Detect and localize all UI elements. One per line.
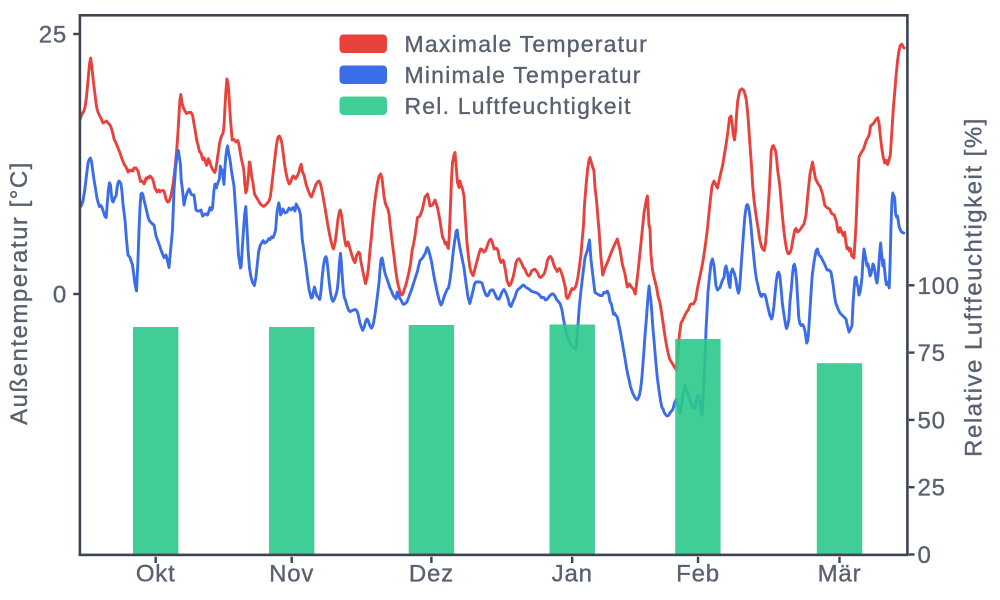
svg-text:50: 50 (918, 407, 946, 434)
svg-text:0: 0 (918, 542, 932, 569)
svg-text:Mär: Mär (818, 561, 862, 588)
svg-text:75: 75 (918, 340, 946, 367)
svg-text:Relative Luftfeuchtigkeit [%]: Relative Luftfeuchtigkeit [%] (961, 117, 988, 457)
svg-text:100: 100 (918, 273, 960, 300)
svg-text:Außentemperatur [°C]: Außentemperatur [°C] (6, 161, 33, 425)
svg-text:Nov: Nov (269, 561, 314, 588)
svg-text:0: 0 (53, 282, 67, 309)
svg-text:25: 25 (918, 475, 946, 502)
svg-text:25: 25 (39, 22, 67, 49)
svg-text:Rel. Luftfeuchtigkeit: Rel. Luftfeuchtigkeit (405, 93, 632, 119)
svg-text:Okt: Okt (136, 561, 176, 588)
svg-text:Dez: Dez (409, 561, 454, 588)
svg-text:Feb: Feb (676, 561, 720, 588)
svg-text:Jan: Jan (552, 561, 593, 588)
svg-text:Maximale Temperatur: Maximale Temperatur (405, 31, 649, 57)
svg-text:Minimale Temperatur: Minimale Temperatur (405, 62, 642, 88)
